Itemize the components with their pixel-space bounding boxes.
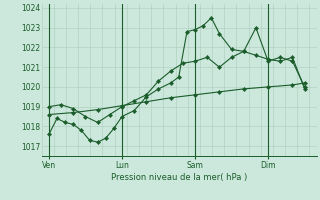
- X-axis label: Pression niveau de la mer( hPa ): Pression niveau de la mer( hPa ): [111, 173, 247, 182]
